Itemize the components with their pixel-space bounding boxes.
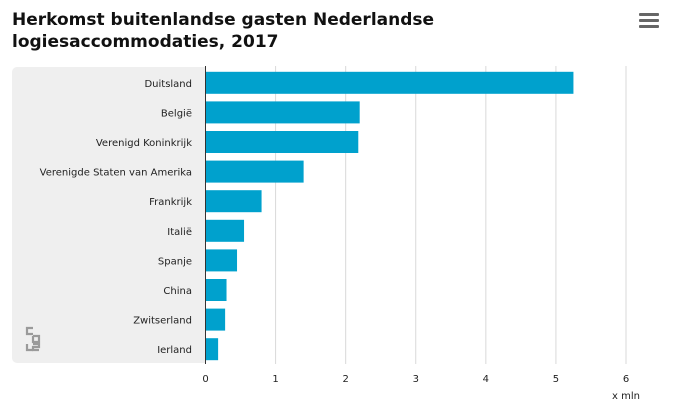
category-label: China [163, 286, 192, 297]
hamburger-menu-icon[interactable] [639, 13, 659, 29]
category-label: Italië [167, 227, 192, 238]
bar[interactable] [205, 71, 574, 94]
x-tick-label: 2 [342, 374, 348, 385]
value-axis-unit: x mln [612, 391, 640, 402]
bar[interactable] [205, 160, 304, 183]
category-label-panel [12, 67, 205, 363]
category-label: Ierland [157, 345, 192, 356]
bar[interactable] [205, 308, 226, 331]
x-tick-label: 1 [272, 374, 278, 385]
category-label: Duitsland [144, 79, 192, 90]
x-tick-label: 6 [623, 374, 629, 385]
category-label: Zwitserland [133, 316, 192, 327]
x-tick-label: 5 [553, 374, 559, 385]
category-label: Frankrijk [149, 197, 192, 208]
category-label: Verenigd Koninkrijk [96, 138, 192, 149]
category-label: België [161, 108, 192, 119]
bar[interactable] [205, 131, 359, 153]
x-tick-label: 4 [483, 374, 489, 385]
value-tick-labels: 0 1 2 3 4 5 6 [202, 374, 629, 385]
category-label: Spanje [158, 256, 192, 267]
bar[interactable] [205, 338, 219, 361]
x-tick-label: 3 [413, 374, 419, 385]
bar[interactable] [205, 219, 245, 242]
chart-title: Herkomst buitenlandse gasten Nederlandse… [12, 10, 435, 52]
category-label: Verenigde Staten van Amerika [40, 168, 192, 179]
bar[interactable] [205, 190, 262, 213]
bar[interactable] [205, 279, 227, 301]
cbs-logo-icon [25, 326, 41, 352]
bar[interactable] [205, 101, 360, 124]
bar[interactable] [205, 249, 238, 272]
bars [205, 71, 574, 361]
category-labels: Duitsland België Verenigd Koninkrijk Vereni… [40, 79, 193, 356]
x-tick-label: 0 [202, 374, 208, 385]
